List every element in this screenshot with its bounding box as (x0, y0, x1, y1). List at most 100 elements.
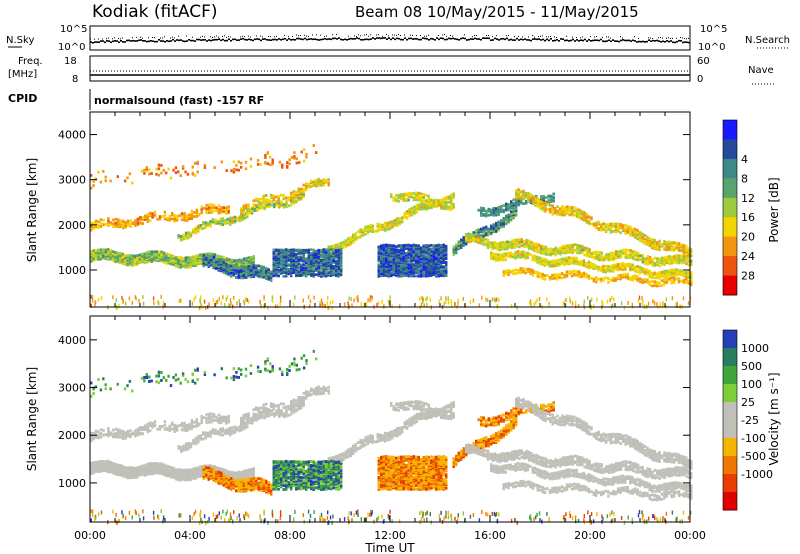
power-cell (552, 192, 555, 196)
power-cell (420, 263, 423, 267)
power-cell (317, 181, 320, 185)
nsky-point (280, 38, 282, 41)
power-cell (211, 218, 215, 221)
power-cell (627, 249, 630, 252)
power-cell (126, 254, 129, 258)
power-cell (102, 218, 105, 222)
power-cell (687, 275, 690, 279)
nsky-point (496, 38, 498, 40)
power-cell (300, 196, 303, 200)
power-cell (403, 211, 406, 215)
power-cell (680, 258, 683, 262)
power-cell (405, 197, 408, 201)
power-cell (646, 268, 649, 272)
power-cell (205, 204, 208, 207)
power-cell (112, 225, 115, 228)
nsky-point (558, 40, 560, 42)
power-cell (305, 182, 308, 186)
power-cell (442, 261, 445, 264)
power-cell (612, 254, 615, 258)
power-cell (685, 250, 688, 254)
power-cell (417, 272, 420, 276)
power-cell (617, 227, 620, 231)
power-cell (432, 268, 435, 272)
power-cell (522, 189, 525, 193)
nsearch-point (606, 36, 607, 38)
power-cell (607, 265, 610, 268)
power-cell (514, 252, 517, 256)
power-cell (233, 263, 236, 267)
power-cell (410, 210, 414, 214)
power-cell (541, 257, 544, 261)
power-cell (522, 202, 525, 205)
power-cell (330, 257, 333, 261)
power-cell (447, 196, 450, 200)
power-cell (356, 235, 360, 239)
power-cell (117, 222, 120, 225)
power-cell (109, 223, 112, 226)
power-cell (518, 239, 521, 243)
nsearch-point (666, 37, 667, 39)
power-cell (551, 204, 554, 208)
power-cell (592, 222, 596, 226)
power-cell (247, 256, 250, 260)
power-cell (507, 252, 510, 255)
power-cell (382, 264, 385, 267)
power-cell (214, 221, 217, 225)
power-cell (182, 233, 185, 237)
power-cell (307, 272, 310, 276)
power-cell (515, 207, 518, 211)
nsky-point (452, 37, 454, 40)
power-cell (361, 228, 365, 232)
power-cell (445, 196, 448, 199)
power-cell (549, 250, 553, 253)
power-cell (124, 254, 127, 257)
power-cell (295, 193, 298, 197)
power-cell (516, 250, 520, 253)
nsearch-point (120, 38, 121, 40)
nsearch-point (98, 38, 99, 40)
power-cell (297, 270, 300, 273)
power-cell (250, 256, 253, 259)
power-cell (117, 218, 120, 222)
power-cell (400, 195, 403, 199)
power-cell (410, 263, 413, 267)
nsearch-point (540, 35, 541, 37)
nsearch-point (472, 36, 473, 38)
power-cell (177, 234, 180, 237)
nsky-point (536, 38, 538, 41)
power-cell (685, 244, 688, 248)
power-cell (216, 221, 220, 225)
nsky-point (162, 40, 164, 42)
power-cell (407, 192, 410, 195)
power-cell (670, 268, 673, 272)
power-cell (184, 231, 188, 235)
power-cell (634, 258, 637, 261)
power-cell (317, 264, 320, 268)
power-cell (672, 273, 676, 276)
power-cell (502, 272, 505, 276)
nsky-point (350, 37, 352, 40)
power-cell (560, 257, 564, 261)
power-cell (639, 238, 642, 242)
power-cell (300, 194, 303, 197)
power-cell (495, 209, 498, 213)
power-cell (300, 187, 303, 191)
power-cell (229, 218, 232, 222)
power-cell (638, 267, 642, 271)
power-cell (519, 267, 522, 270)
power-cell (485, 209, 488, 213)
power-cell (255, 207, 259, 211)
power-cell (420, 268, 423, 272)
power-cell (400, 272, 403, 276)
power-cell (410, 259, 413, 262)
nsky-point (612, 39, 614, 41)
power-cell (222, 209, 225, 213)
power-cell (605, 253, 608, 256)
power-cell (680, 273, 683, 277)
power-cell (377, 274, 380, 278)
power-cell (586, 246, 589, 250)
power-cell (277, 258, 280, 261)
power-cell (425, 273, 428, 277)
power-cell (377, 245, 380, 249)
